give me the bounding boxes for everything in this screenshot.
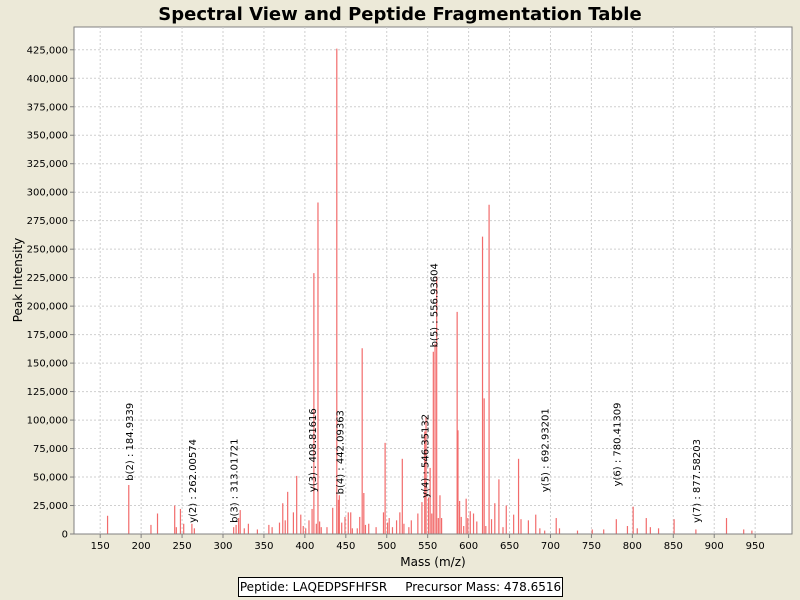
y-tick-label: 325,000 xyxy=(27,159,68,170)
y-tick-label: 175,000 xyxy=(27,330,68,341)
x-tick-label: 400 xyxy=(295,541,314,552)
peaks xyxy=(106,48,753,534)
axes: 150 200 250 300 350 400 450 500 550 600 650 700 750 8… xyxy=(27,27,792,552)
chart-title: Spectral View and Peptide Fragmentation … xyxy=(158,4,641,25)
x-tick-label: 500 xyxy=(377,541,396,552)
precursor-mass: Precursor Mass: 478.6516 xyxy=(405,580,562,594)
y-tick-label: 100,000 xyxy=(27,416,68,427)
ion-label: y(3) : 408.81616 xyxy=(308,408,319,492)
x-tick-label: 750 xyxy=(582,541,601,552)
x-tick-label: 600 xyxy=(459,541,478,552)
spectrum-chart: Spectral View and Peptide Fragmentation … xyxy=(11,4,793,569)
x-tick-label: 950 xyxy=(746,541,765,552)
x-tick-label: 850 xyxy=(664,541,683,552)
ion-label: y(7) : 877.58203 xyxy=(692,439,703,523)
ion-label: b(4) : 442.09363 xyxy=(335,410,346,494)
x-tick-label: 250 xyxy=(173,541,192,552)
x-tick-label: 800 xyxy=(623,541,642,552)
y-tick-label: 300,000 xyxy=(27,188,68,199)
peptide-sequence: Peptide: LAQEDPSFHFSR xyxy=(239,580,388,594)
x-tick-label: 300 xyxy=(213,541,232,552)
y-tick-label: 400,000 xyxy=(27,74,68,85)
ion-label: b(3) : 313.01721 xyxy=(230,439,241,523)
y-tick-label: 125,000 xyxy=(27,387,68,398)
ion-label: y(5) : 692.93201 xyxy=(541,408,552,492)
y-tick-label: 0 xyxy=(62,530,68,541)
ion-label: y(6) : 780.41309 xyxy=(612,403,623,487)
gridlines xyxy=(74,27,792,534)
x-tick-label: 200 xyxy=(132,541,151,552)
x-tick-label: 150 xyxy=(91,541,110,552)
ion-label: y(2) : 262.00574 xyxy=(188,439,199,523)
y-axis-label: Peak Intensity xyxy=(11,238,25,323)
ion-label: y(4) : 546.35132 xyxy=(421,414,432,498)
y-tick-label: 350,000 xyxy=(27,131,68,142)
y-tick-label: 275,000 xyxy=(27,216,68,227)
y-tick-label: 375,000 xyxy=(27,102,68,113)
x-tick-label: 550 xyxy=(418,541,437,552)
x-tick-label: 650 xyxy=(500,541,519,552)
peptide-info-legend: Peptide: LAQEDPSFHFSR Precursor Mass: 47… xyxy=(238,577,563,597)
x-tick-label: 350 xyxy=(254,541,273,552)
y-tick-label: 50,000 xyxy=(33,473,68,484)
ion-annotations: b(2) : 184.9339 y(2) : 262.00574 b(3) : 31… xyxy=(125,263,703,523)
y-tick-label: 250,000 xyxy=(27,245,68,256)
x-tick-label: 450 xyxy=(336,541,355,552)
y-tick-label: 425,000 xyxy=(27,45,68,56)
x-tick-label: 900 xyxy=(705,541,724,552)
x-tick-label: 700 xyxy=(541,541,560,552)
y-tick-label: 75,000 xyxy=(33,444,68,455)
y-tick-label: 225,000 xyxy=(27,273,68,284)
y-tick-label: 150,000 xyxy=(27,359,68,370)
y-tick-label: 25,000 xyxy=(33,501,68,512)
ion-label: b(5) : 556.93604 xyxy=(429,263,440,347)
y-tick-label: 200,000 xyxy=(27,302,68,313)
x-axis-label: Mass (m/z) xyxy=(400,555,465,569)
ion-label: b(2) : 184.9339 xyxy=(125,403,136,481)
